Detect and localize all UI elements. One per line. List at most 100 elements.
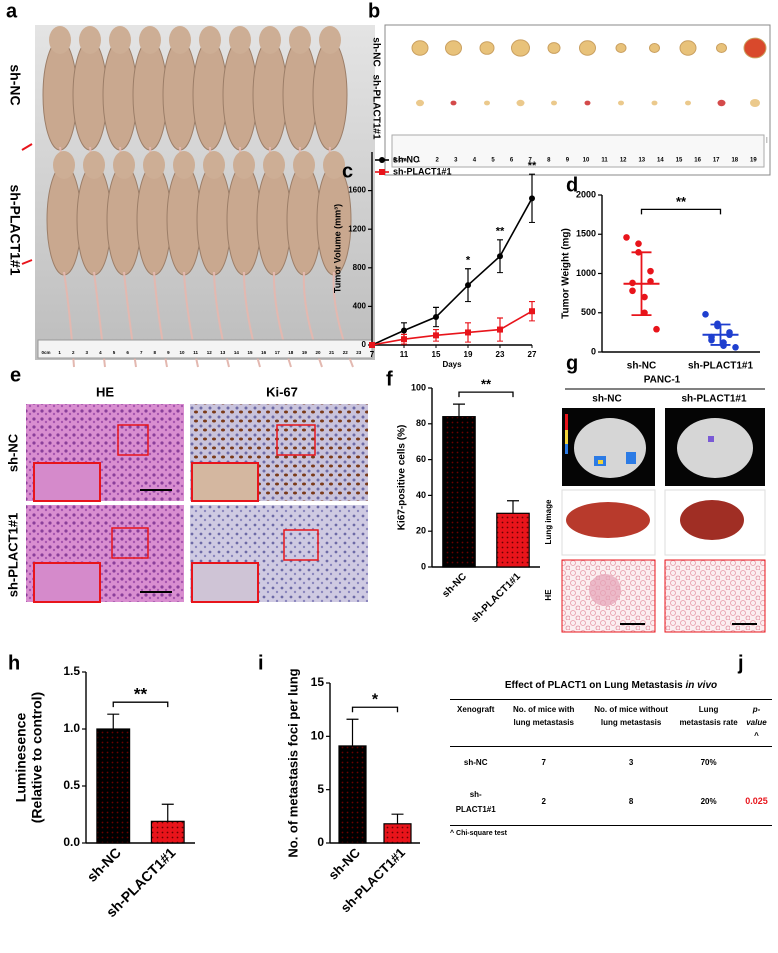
data-point (629, 287, 636, 295)
panel-letter: j (737, 652, 744, 674)
y-tick-label: 15 (311, 675, 325, 689)
mouse-head (53, 151, 75, 179)
ruler-label: 10 (179, 350, 185, 355)
mouse-head (229, 26, 251, 54)
ruler (391, 134, 765, 168)
panel-letter: d (566, 174, 578, 196)
legend-marker (379, 157, 385, 163)
table-cell: sh-NC (463, 758, 488, 768)
column-label: sh-NC (592, 394, 621, 405)
y-tick-label: 0.0 (63, 835, 80, 849)
table-cell: 70% (700, 758, 717, 768)
y-axis-label: (Relative to control) (29, 692, 45, 823)
tumor (484, 100, 490, 106)
y-tick-label: 2000 (576, 189, 596, 199)
ruler-label: 3 (454, 158, 458, 164)
error-bar (161, 803, 174, 822)
ruler-label: 1 (58, 350, 61, 355)
y-tick-label: 20 (416, 526, 426, 536)
x-tick-label: sh-NC (325, 845, 363, 883)
y-tick-label: 1.5 (63, 664, 80, 678)
y-axis-label: Tumor Weight (mg) (561, 228, 572, 319)
legend-label: sh-NC (393, 154, 420, 164)
ruler-label: 1 (417, 158, 421, 164)
significance-bracket (458, 391, 514, 398)
table-row: sh-NC 7 3 70% (450, 747, 772, 779)
ruler-label: 9 (566, 158, 570, 164)
ruler-label: 12 (620, 158, 627, 164)
panel-letter: i (258, 652, 264, 674)
significance-bracket (112, 701, 169, 708)
row-label: sh-NC (370, 37, 381, 66)
mouse-head (169, 26, 191, 54)
ruler-label: 8 (154, 350, 157, 355)
panel-letter: a (6, 0, 18, 22)
ruler-label: 3 (86, 350, 89, 355)
ruler-label: 17 (713, 158, 720, 164)
ruler-label: 23 (356, 350, 362, 355)
data-point (465, 282, 471, 289)
mouse-head (289, 26, 311, 54)
significance-bracket (640, 208, 722, 215)
annotation: * (466, 255, 471, 267)
tumor (416, 99, 424, 107)
significance-label: ** (134, 685, 148, 704)
row-label: HE (544, 589, 553, 601)
ruler-label: 16 (694, 158, 701, 164)
ruler-label: 17 (275, 350, 281, 355)
tumor (579, 40, 596, 56)
y-tick-label: 1200 (348, 224, 366, 233)
x-tick-label: sh-NC (627, 361, 656, 372)
mouse (226, 164, 262, 276)
ruler-label: 11 (601, 158, 608, 164)
y-tick-label: 40 (416, 490, 426, 500)
x-tick-label: 15 (432, 350, 441, 359)
panel-title: PANC-1 (644, 375, 681, 386)
data-point (708, 336, 715, 344)
y-tick-label: 0 (591, 346, 596, 356)
ruler-label: 2 (436, 158, 440, 164)
ruler-label: 15 (247, 350, 253, 355)
tumor (445, 40, 462, 56)
tumor (547, 42, 561, 54)
mouse-head (233, 151, 255, 179)
title-text: Effect of PLACT1 on Lung Metastasis (504, 680, 683, 691)
ruler-label: 7 (529, 158, 533, 164)
y-tick-label: 800 (353, 263, 367, 272)
mouse (282, 39, 318, 151)
data-point (401, 336, 407, 343)
ruler-label: 15 (676, 158, 683, 164)
y-axis-label: Luminesence (13, 713, 29, 803)
mouse (132, 39, 168, 151)
column-label: Ki-67 (266, 384, 298, 399)
mouse-head (199, 26, 221, 54)
x-tick-label: sh-PLACT1#1 (469, 571, 523, 625)
data-point (732, 343, 739, 351)
ruler-label: 20 (315, 350, 321, 355)
mouse (196, 164, 232, 276)
ruler-label: 0cm (41, 350, 50, 355)
sd-bar (631, 251, 652, 317)
mouse-head (323, 151, 345, 179)
ruler-label: 18 (731, 158, 738, 164)
tumor (679, 40, 697, 56)
row-label: sh-PLACT1#1 (7, 184, 23, 275)
data-point (497, 253, 503, 260)
data-point (623, 234, 630, 241)
mouse (76, 164, 112, 276)
x-tick-label: 11 (400, 350, 409, 359)
table-body: sh-NC 7 3 70% sh-PLACT1#1 2 8 20% 0.025 (450, 747, 772, 826)
mouse (252, 39, 288, 151)
significance-label: ** (676, 194, 687, 209)
mouse-head (83, 151, 105, 179)
bar (150, 820, 185, 844)
table-cell: 0.025 (741, 779, 772, 826)
panel-letter: c (342, 160, 353, 182)
data-point (401, 327, 407, 334)
data-point (641, 293, 648, 301)
data-point (465, 329, 471, 336)
tumor (618, 100, 624, 106)
tumor (615, 43, 627, 53)
data-point (497, 326, 503, 333)
x-tick-label: 19 (464, 350, 473, 359)
